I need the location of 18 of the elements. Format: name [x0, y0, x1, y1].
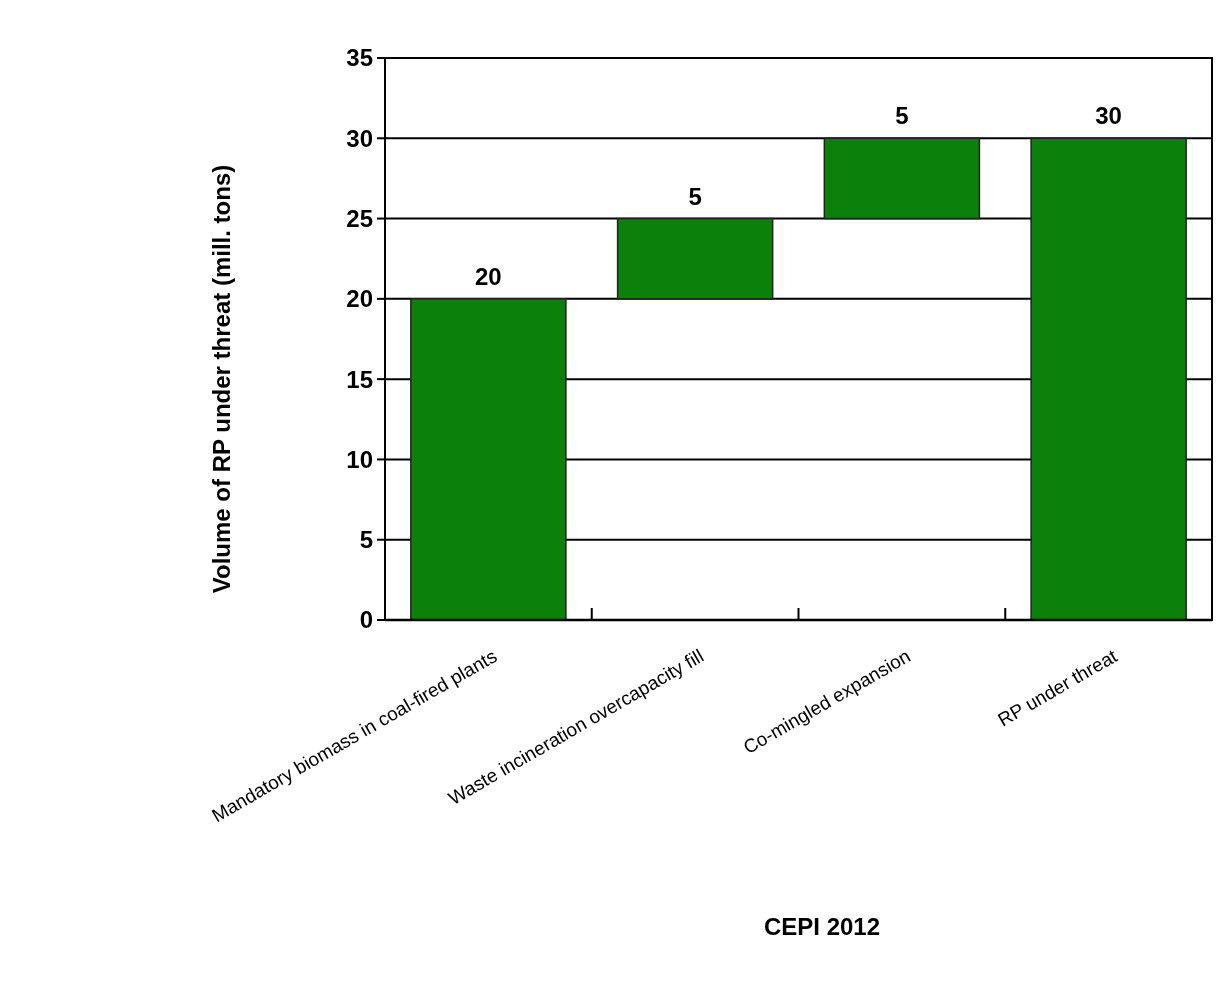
- data-label: 20: [475, 262, 502, 290]
- y-axis-title: Volume of RP under threat (mill. tons): [208, 164, 235, 594]
- data-label: 5: [895, 102, 909, 130]
- bar: [823, 137, 981, 220]
- y-tick-label: 20: [346, 285, 373, 313]
- bar: [616, 217, 774, 300]
- data-label: 30: [1095, 102, 1122, 130]
- data-label: 5: [688, 182, 702, 210]
- y-tick-label: 35: [346, 44, 373, 72]
- y-tick-label: 15: [346, 365, 373, 393]
- y-tick-label: 30: [346, 124, 373, 152]
- y-tick-label: 5: [359, 526, 373, 554]
- y-tick-label: 25: [346, 204, 373, 232]
- text: CEPI 2012: [763, 913, 881, 940]
- y-tick-label: 10: [346, 445, 373, 473]
- y-tick-label: 0: [359, 606, 373, 634]
- bar: [410, 298, 567, 621]
- bar: [1030, 137, 1187, 621]
